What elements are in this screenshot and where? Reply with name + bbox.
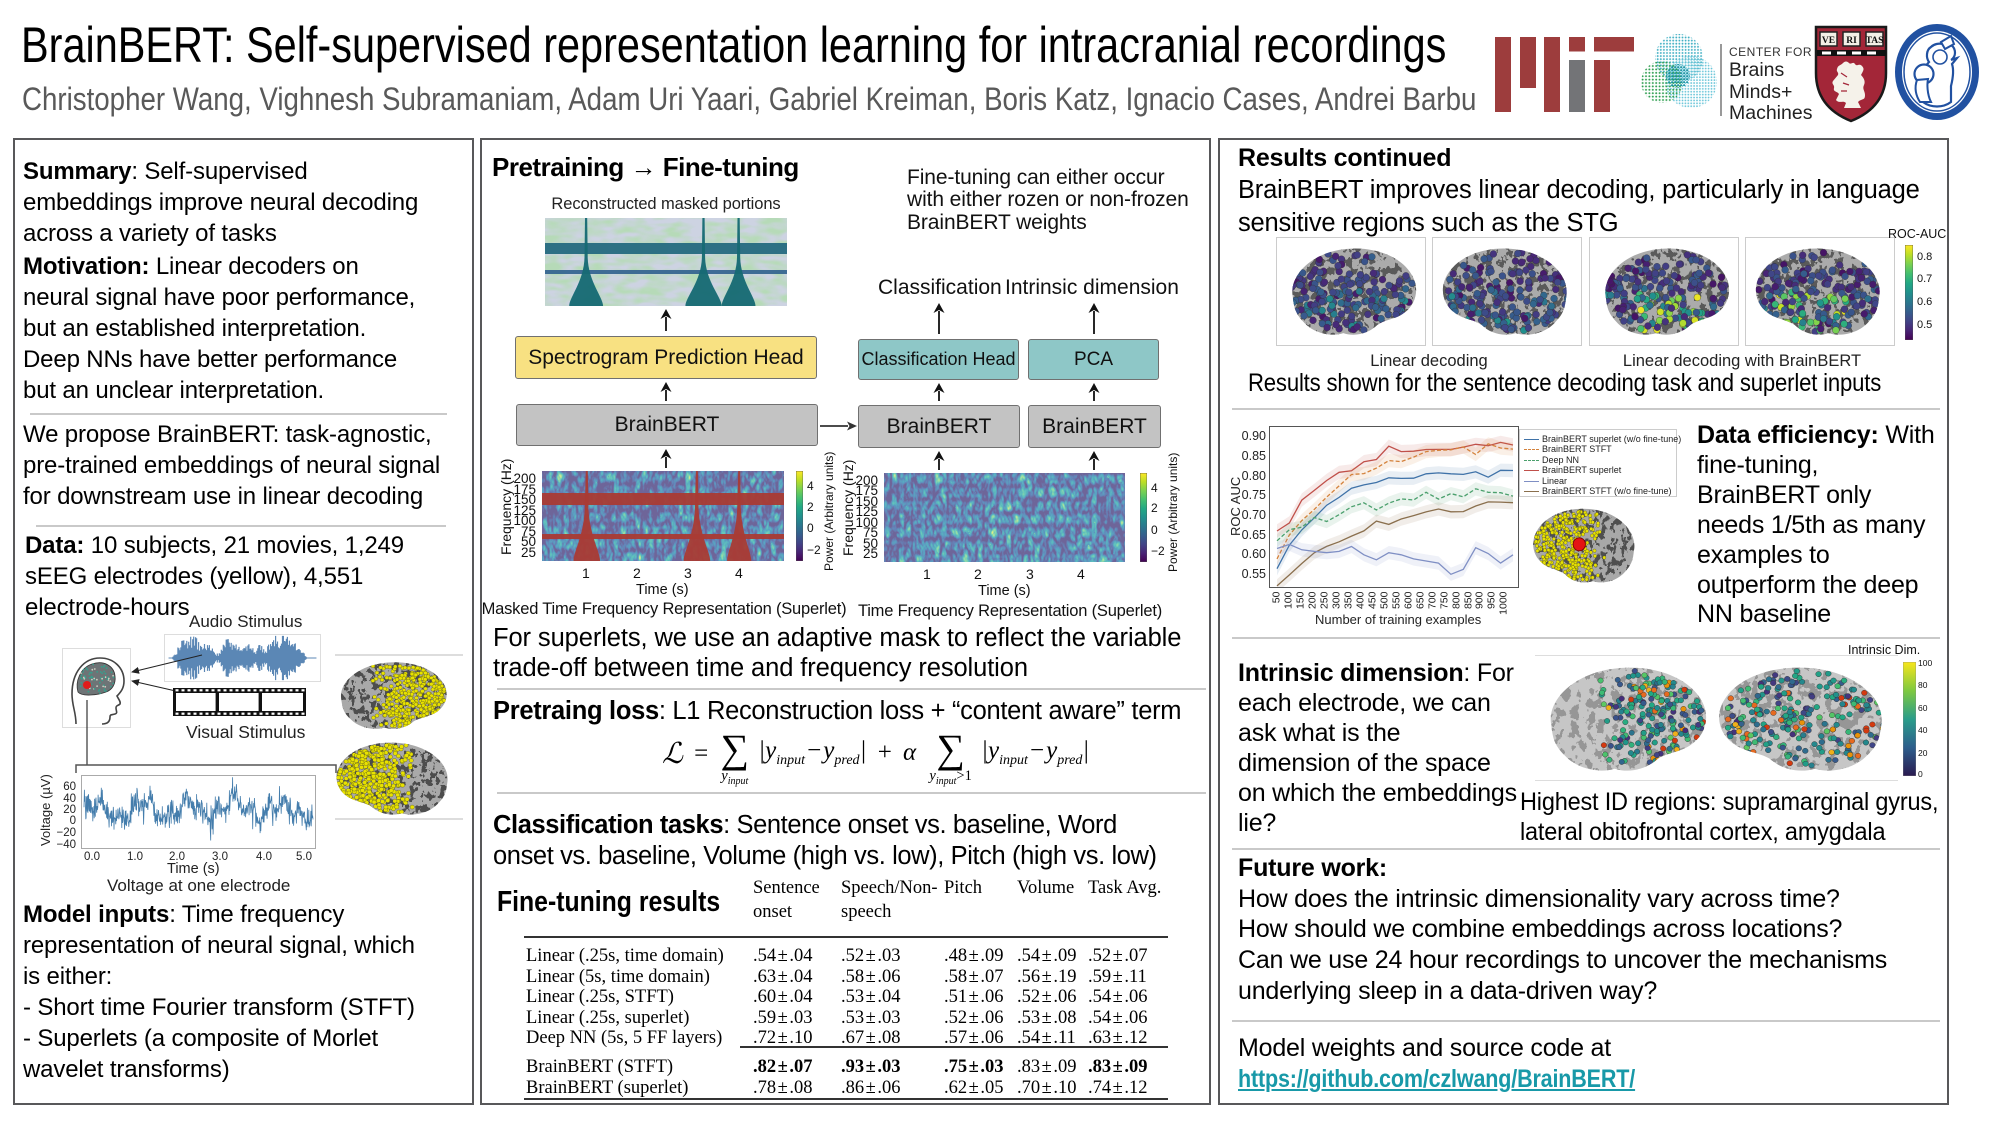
svg-text:RI: RI [1846,36,1857,46]
svg-text:VE: VE [1822,36,1835,46]
svg-text:TAS: TAS [1866,36,1884,46]
